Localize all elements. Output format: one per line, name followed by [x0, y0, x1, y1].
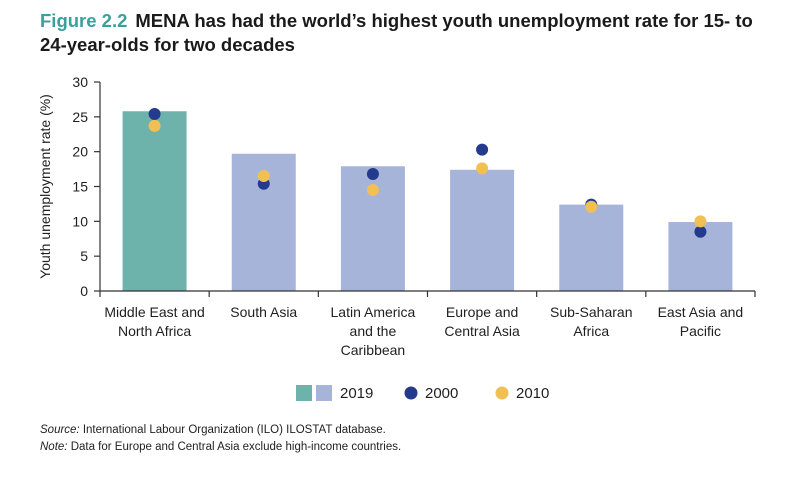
- y-tick-label-30: 30: [72, 74, 88, 90]
- y-tick-label-10: 10: [72, 213, 88, 229]
- dot-2010-3: [476, 162, 489, 175]
- figure-notes: Source: International Labour Organizatio…: [40, 422, 401, 456]
- legend-swatch-2019-blue: [316, 385, 332, 401]
- category-label-line: East Asia and: [658, 304, 744, 320]
- source-label: Source:: [40, 424, 80, 436]
- source-line: Source: International Labour Organizatio…: [40, 422, 401, 439]
- bar-2019-0: [122, 111, 187, 291]
- y-tick-label-25: 25: [72, 109, 88, 125]
- note-label: Note:: [40, 441, 68, 453]
- y-axis-title: Youth unemployment rate (%): [37, 94, 53, 279]
- dot-2010-5: [694, 215, 707, 228]
- category-label-5: East Asia and Pacific: [658, 304, 744, 339]
- category-label-line: Europe and: [446, 304, 518, 320]
- legend-swatch-2019-teal: [296, 385, 312, 401]
- dot-2000-5: [694, 225, 707, 238]
- category-label-0: Middle East and North Africa: [104, 304, 204, 339]
- y-tick-label-20: 20: [72, 144, 88, 160]
- category-label-line: Middle East and: [104, 304, 204, 320]
- category-label-3: Europe and Central Asia: [444, 304, 520, 339]
- dot-2010-0: [148, 119, 161, 132]
- figure-title-text: MENA has had the world’s highest youth u…: [40, 10, 753, 55]
- dot-2000-2: [366, 167, 379, 180]
- y-tick-label-15: 15: [72, 179, 88, 195]
- category-label-line: Central Asia: [444, 323, 520, 339]
- category-label-line: Sub-Saharan: [550, 304, 633, 320]
- dot-2010-4: [585, 200, 598, 213]
- dot-2000-0: [148, 108, 161, 121]
- legend-label-2000: 2000: [425, 385, 458, 402]
- bar-2019-4: [559, 204, 624, 291]
- category-label-2: Latin America and the Caribbean: [331, 304, 416, 358]
- legend-label-2019: 2019: [340, 385, 373, 402]
- dot-2000-3: [476, 143, 489, 156]
- note-text: Data for Europe and Central Asia exclude…: [67, 441, 402, 453]
- category-label-line: Caribbean: [341, 342, 406, 358]
- category-label-line: and the: [350, 323, 397, 339]
- y-tick-label-5: 5: [80, 248, 88, 264]
- legend-marker-2000: [404, 386, 418, 400]
- source-text: International Labour Organization (ILO) …: [79, 424, 386, 436]
- figure-label: Figure 2.2: [40, 10, 128, 31]
- dot-2010-2: [366, 183, 379, 196]
- category-label-line: Latin America: [331, 304, 416, 320]
- category-label-line: Africa: [573, 323, 609, 339]
- legend-label-2010: 2010: [516, 385, 549, 402]
- note-line: Note: Data for Europe and Central Asia e…: [40, 439, 401, 456]
- y-tick-label-0: 0: [80, 283, 88, 299]
- category-label-4: Sub-Saharan Africa: [550, 304, 633, 339]
- dot-2010-1: [257, 170, 270, 183]
- category-label-line: South Asia: [230, 304, 297, 320]
- category-label-line: Pacific: [680, 323, 721, 339]
- legend-marker-2010: [495, 386, 509, 400]
- category-label-1: South Asia: [230, 304, 297, 320]
- category-label-line: North Africa: [118, 323, 191, 339]
- bar-2019-3: [450, 169, 515, 291]
- figure-title: Figure 2.2 MENA has had the world’s highe…: [40, 9, 770, 57]
